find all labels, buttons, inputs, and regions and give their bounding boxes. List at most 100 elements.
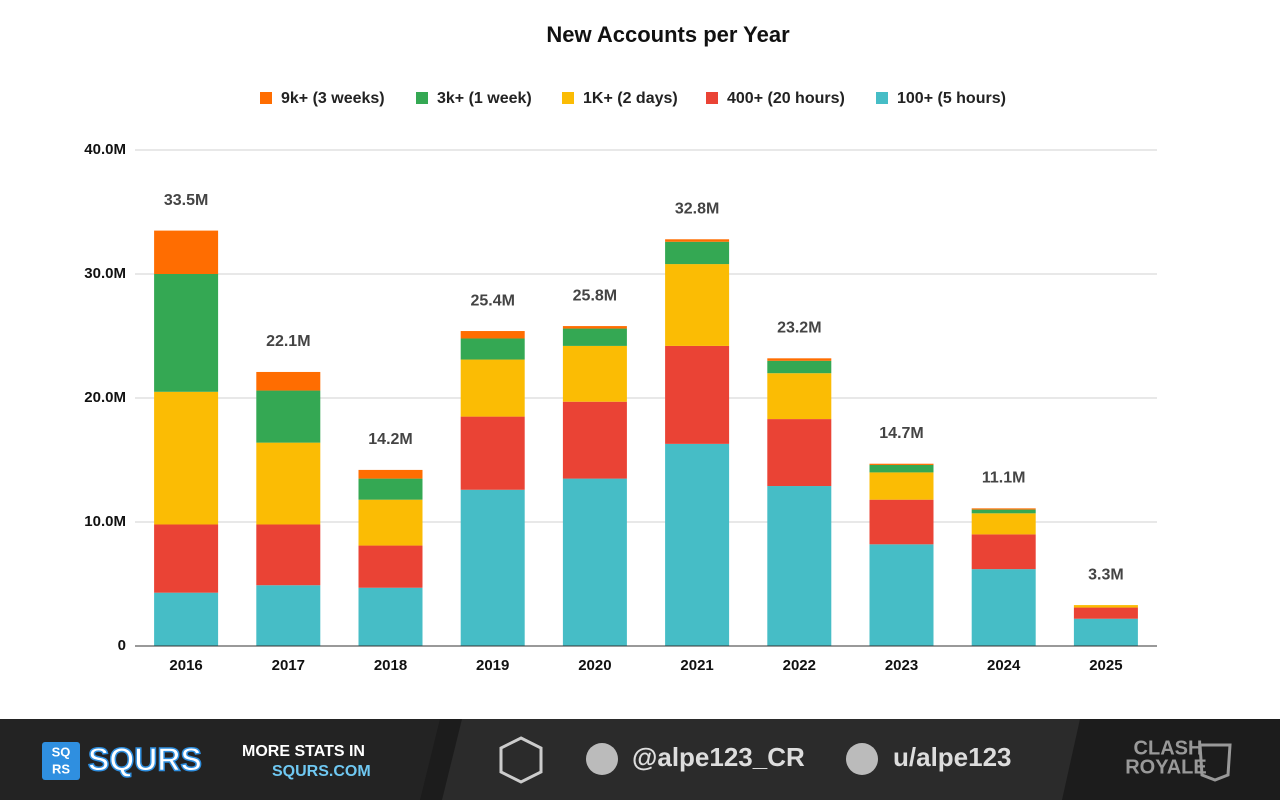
bar-segment: [1073, 605, 1138, 608]
x-tick-label: 2024: [987, 657, 1021, 674]
x-tick-label: 2020: [578, 657, 611, 674]
bar-segment: [562, 328, 627, 346]
legend-label: 100+ (5 hours): [897, 90, 1006, 107]
bar-segment: [460, 416, 525, 490]
reddit-icon: [846, 743, 878, 775]
legend-swatch: [876, 92, 888, 104]
twitter-handle[interactable]: @alpe123_CR: [632, 742, 805, 772]
bar-segment: [971, 513, 1036, 535]
x-tick-label: 2021: [680, 657, 713, 674]
bar-segment: [869, 463, 934, 465]
legend-swatch: [562, 92, 574, 104]
bar-segment: [154, 592, 219, 646]
logo-icon: [499, 736, 543, 784]
bar-segment: [358, 545, 423, 588]
total-label: 22.1M: [266, 333, 310, 350]
y-tick-label: 10.0M: [84, 513, 126, 530]
total-label: 3.3M: [1088, 566, 1124, 583]
legend-label: 400+ (20 hours): [727, 90, 845, 107]
total-label: 14.7M: [879, 425, 923, 442]
y-tick-label: 30.0M: [84, 265, 126, 282]
bar-segment: [1073, 618, 1138, 646]
bar-segment: [767, 358, 832, 361]
bar-segment: [665, 241, 730, 265]
total-label: 11.1M: [982, 470, 1026, 487]
bar-segment: [460, 338, 525, 360]
bar-segment: [767, 486, 832, 646]
game-logo: CLASH: [1134, 737, 1203, 759]
twitter-icon: [586, 743, 618, 775]
x-tick-label: 2022: [783, 657, 816, 674]
bar-segment: [562, 401, 627, 479]
bar-segment: [460, 489, 525, 646]
bar-segment: [562, 478, 627, 646]
bar-segment: [358, 469, 423, 479]
bar-segment: [665, 345, 730, 444]
legend-label: 1K+ (2 days): [583, 90, 678, 107]
footer-panel: [442, 719, 1080, 800]
legend-label: 3k+ (1 week): [437, 90, 532, 107]
bar-segment: [256, 390, 321, 443]
bar-segment: [460, 359, 525, 417]
total-label: 23.2M: [777, 320, 821, 337]
bar-segment: [256, 585, 321, 646]
bar-segment: [460, 331, 525, 339]
bar-segment: [665, 264, 730, 346]
promo-link[interactable]: SQURS.COM: [272, 763, 371, 780]
total-label: 32.8M: [675, 200, 719, 217]
brand-icon-text: RS: [52, 761, 70, 776]
brand: SQURS: [88, 741, 202, 777]
bar-segment: [869, 499, 934, 545]
bar-segment: [665, 443, 730, 646]
brand-icon-text: SQ: [52, 744, 71, 759]
bar-segment: [562, 345, 627, 402]
brand-icon: [42, 742, 80, 780]
x-tick-label: 2019: [476, 657, 509, 674]
bar-segment: [256, 371, 321, 391]
bar-segment: [971, 508, 1036, 510]
bar-segment: [767, 360, 832, 374]
bar-segment: [665, 239, 730, 242]
x-tick-label: 2016: [169, 657, 202, 674]
bar-segment: [256, 442, 321, 525]
x-tick-label: 2018: [374, 657, 407, 674]
x-tick-label: 2017: [272, 657, 305, 674]
bar-segment: [1073, 607, 1138, 619]
bar-segment: [869, 544, 934, 646]
bar-segment: [869, 472, 934, 500]
footer: SQ RS SQURS MORE STATS IN SQURS.COM @alp…: [0, 719, 1280, 800]
bar-segment: [358, 499, 423, 546]
total-label: 33.5M: [164, 192, 208, 209]
x-tick-label: 2023: [885, 657, 918, 674]
bar-segment: [154, 391, 219, 525]
bar-segment: [869, 464, 934, 473]
y-tick-label: 0: [118, 637, 126, 654]
game-logo: ROYALE: [1125, 756, 1207, 778]
game-logo-shield: [1198, 743, 1232, 782]
x-tick-label: 2025: [1089, 657, 1122, 674]
bar-segment: [256, 524, 321, 586]
bar-segment: [971, 534, 1036, 570]
bar-segment: [154, 274, 219, 392]
total-label: 25.8M: [573, 287, 617, 304]
y-tick-label: 20.0M: [84, 389, 126, 406]
legend-swatch: [260, 92, 272, 104]
bar-segment: [154, 230, 219, 274]
y-tick-label: 40.0M: [84, 141, 126, 158]
bar-segment: [767, 373, 832, 420]
chart-title: New Accounts per Year: [546, 22, 790, 47]
total-label: 25.4M: [470, 292, 514, 309]
promo: MORE STATS IN: [242, 743, 365, 760]
legend-swatch: [416, 92, 428, 104]
legend-label: 9k+ (3 weeks): [281, 90, 385, 107]
reddit-handle[interactable]: u/alpe123: [893, 742, 1012, 772]
bar-segment: [562, 326, 627, 329]
legend-swatch: [706, 92, 718, 104]
total-label: 14.2M: [368, 431, 412, 448]
bar-segment: [154, 524, 219, 593]
footer-panel: [0, 719, 440, 800]
bar-segment: [358, 587, 423, 646]
bar-segment: [767, 419, 832, 487]
bar-segment: [971, 509, 1036, 514]
